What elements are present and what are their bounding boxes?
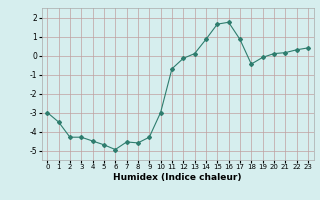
X-axis label: Humidex (Indice chaleur): Humidex (Indice chaleur) [113, 173, 242, 182]
